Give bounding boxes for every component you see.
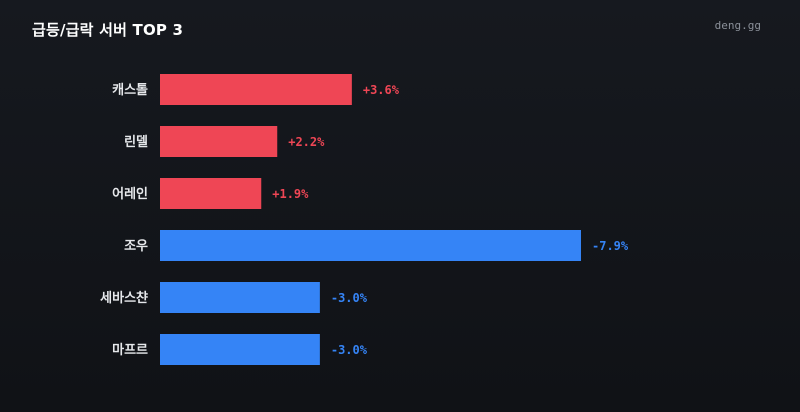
- value-label: +1.9%: [272, 187, 309, 201]
- category-label: 어레인: [112, 186, 148, 202]
- category-label: 린델: [124, 134, 148, 150]
- bar-positive: [160, 126, 278, 157]
- bar-negative: [160, 334, 320, 365]
- chart-title: 급등/급락 서버 TOP 3: [32, 21, 184, 39]
- value-label: -3.0%: [331, 291, 368, 305]
- category-label: 세바스챤: [100, 290, 148, 306]
- bar-positive: [160, 178, 262, 209]
- value-label: +3.6%: [363, 83, 400, 97]
- value-label: +2.2%: [288, 135, 325, 149]
- bar-negative: [160, 230, 581, 261]
- bar-positive: [160, 74, 352, 105]
- bar-negative: [160, 282, 320, 313]
- category-label: 캐스톨: [112, 82, 148, 98]
- brand-watermark: deng.gg: [714, 19, 761, 32]
- category-label: 조우: [124, 239, 148, 254]
- value-label: -7.9%: [592, 239, 629, 253]
- value-label: -3.0%: [331, 343, 368, 357]
- category-label: 마프르: [112, 342, 148, 358]
